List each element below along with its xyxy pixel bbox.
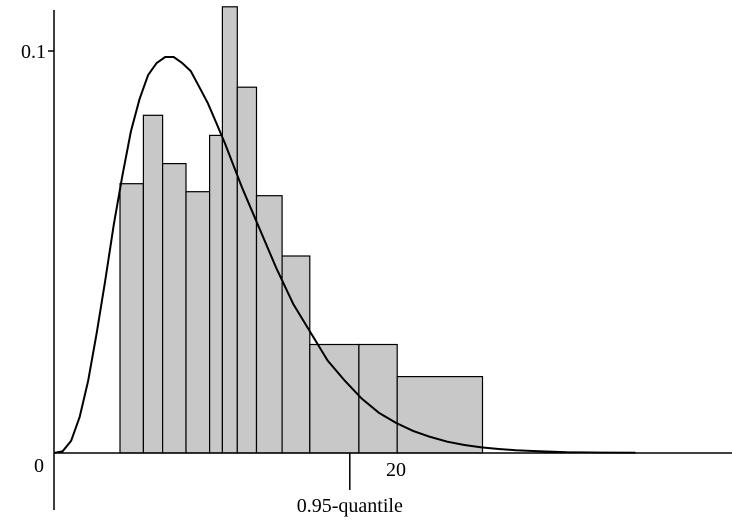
histogram-bar-9 <box>281 255 311 454</box>
histogram-bar-1 <box>119 183 144 454</box>
density-curve <box>53 56 636 454</box>
annotations: 0.95-quantile <box>297 453 403 517</box>
axis-ticks: 0.1 20 <box>21 41 406 481</box>
histogram-bar-6 <box>221 6 238 454</box>
y-tick-label-1: 0.1 <box>21 41 46 63</box>
histogram-bar-3 <box>162 163 187 454</box>
histogram-bar-10 <box>309 343 360 454</box>
histogram-bar-8 <box>255 195 283 454</box>
origin-label: 0 <box>34 455 44 477</box>
histogram-bar-7 <box>236 86 258 454</box>
histogram-bar-2 <box>142 114 164 454</box>
x-tick-label-1: 20 <box>386 459 406 481</box>
quantile-label: 0.95-quantile <box>297 495 403 517</box>
histogram-bar-5 <box>209 134 224 454</box>
histogram-bar-11 <box>358 343 398 454</box>
histogram-bar-4 <box>185 191 211 454</box>
histogram-bar-12 <box>396 376 484 454</box>
histogram-bars <box>119 6 484 454</box>
